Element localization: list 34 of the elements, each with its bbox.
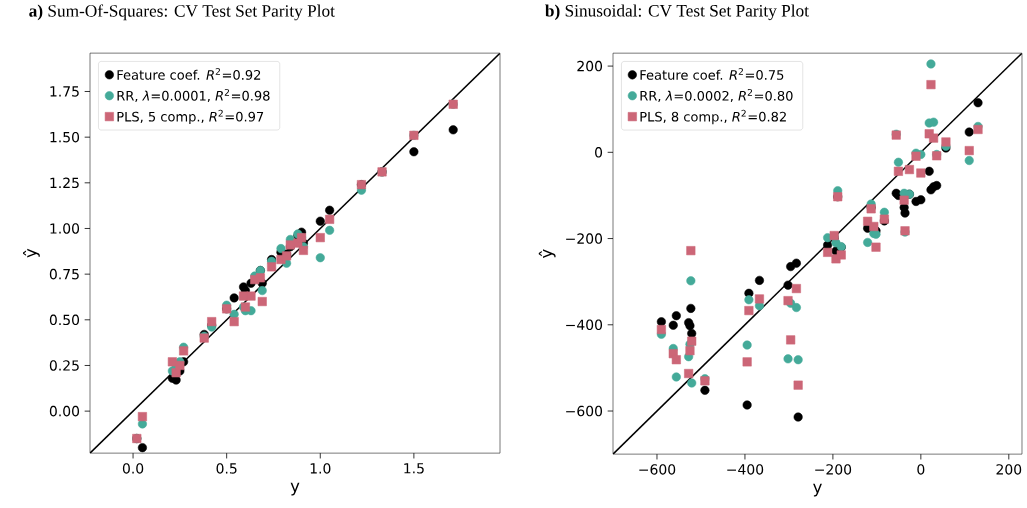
y-tick-label: 1.00 xyxy=(50,223,80,234)
x-tick-label: 0 xyxy=(917,464,925,475)
y-tick-label: −200 xyxy=(566,233,603,244)
legend-label: PLS, 8 comp., R$^{2}$=0.82 xyxy=(640,109,786,125)
y-tick-label: 0.00 xyxy=(49,405,80,417)
legend-label: Feature coef. R$^{2}$=0.75 xyxy=(640,68,784,80)
x-tick-label: 0.5 xyxy=(216,463,237,474)
x-tick-label: 0.0 xyxy=(122,463,144,474)
x-tick-label: −400 xyxy=(727,464,764,475)
x-axis-title: y xyxy=(813,483,822,497)
y-tick-label: −400 xyxy=(566,319,603,330)
y-axis-title: ŷ xyxy=(538,249,556,258)
x-tick-label: 1.0 xyxy=(310,463,331,474)
y-tick-label: 0.25 xyxy=(49,360,79,371)
legend-label: Feature coef. R$^{2}$=0.92 xyxy=(117,68,261,80)
x-axis-title: y xyxy=(290,482,300,496)
y-tick-label: 1.50 xyxy=(50,131,80,143)
y-tick-label: −600 xyxy=(566,405,603,417)
x-tick-label: −200 xyxy=(815,464,852,475)
y-axis-title: ŷ xyxy=(23,248,40,258)
y-tick-label: 1.75 xyxy=(50,86,79,97)
x-tick-label: 1.5 xyxy=(404,463,424,474)
x-tick-label: −600 xyxy=(639,464,676,475)
y-tick-label: 0 xyxy=(595,146,603,158)
legend-label: PLS, 5 comp., R$^{2}$=0.97 xyxy=(117,109,264,125)
y-tick-label: 0.50 xyxy=(49,314,80,326)
chart-title: b) Sinusoidal: CV Test Set Parity Plot xyxy=(545,4,809,21)
y-tick-label: 200 xyxy=(577,60,603,72)
chart-title: a) Sum-Of-Squares: CV Test Set Parity Plot xyxy=(29,4,335,21)
legend-label: RR, λ=0.0002, R$^{2}$=0.80 xyxy=(640,88,793,103)
y-tick-label: 1.25 xyxy=(50,177,79,189)
x-tick-label: 200 xyxy=(996,464,1022,475)
legend-label: RR, λ=0.0001, R$^{2}$=0.98 xyxy=(117,88,270,102)
y-tick-label: 0.75 xyxy=(49,268,79,280)
